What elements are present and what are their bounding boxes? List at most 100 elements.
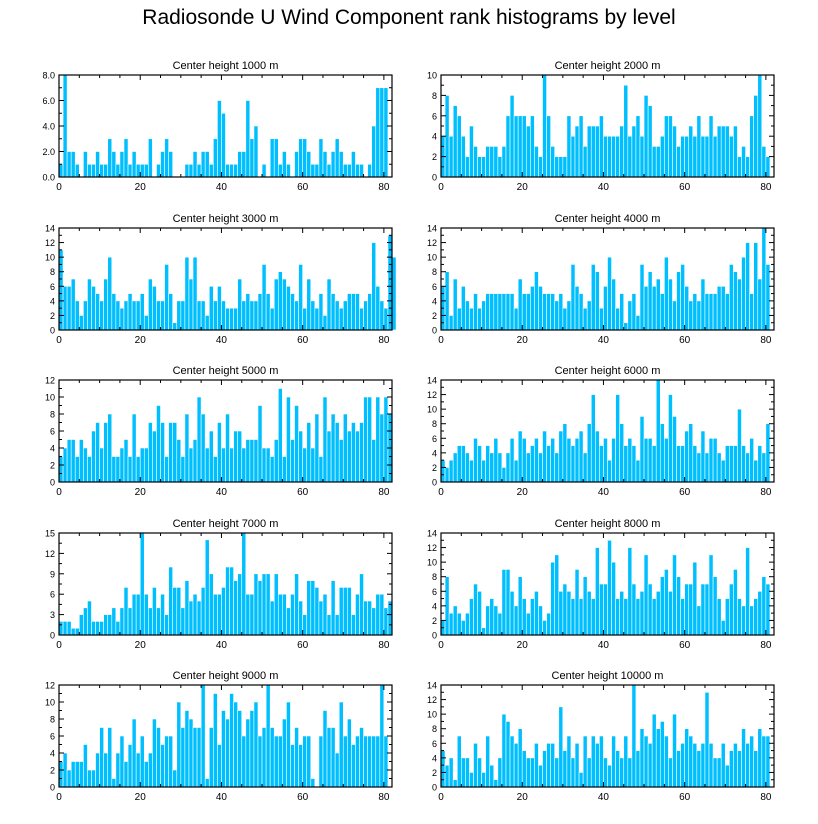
- histogram-bar: [176, 587, 182, 636]
- histogram-bar: [58, 761, 64, 788]
- histogram-bar: [208, 163, 214, 178]
- y-tick-label: 6: [50, 732, 55, 742]
- histogram-bar: [176, 439, 182, 483]
- histogram-bar: [647, 583, 653, 636]
- histogram-bar: [534, 437, 539, 483]
- histogram-bar: [168, 422, 174, 483]
- histogram-bar: [680, 742, 685, 788]
- histogram-bar: [538, 156, 543, 178]
- histogram-bar: [152, 718, 157, 788]
- histogram-bar: [452, 452, 458, 483]
- histogram-bar: [651, 285, 657, 331]
- histogram-bar: [233, 307, 238, 331]
- histogram-bar: [119, 735, 125, 788]
- histogram-bar: [192, 151, 198, 178]
- histogram-bar: [627, 135, 633, 178]
- y-tick-label: 4: [50, 296, 55, 306]
- histogram-bar: [294, 727, 299, 788]
- histogram-bar: [355, 430, 360, 483]
- histogram-bar: [684, 583, 690, 636]
- histogram-bar: [737, 156, 742, 178]
- histogram-bar: [342, 587, 348, 636]
- x-tick-label: 20: [517, 640, 529, 651]
- y-tick-label: 2: [432, 463, 437, 473]
- y-tick-label: 4: [432, 601, 437, 611]
- histogram-bar: [745, 547, 750, 636]
- histogram-bar: [562, 156, 568, 178]
- histogram-bar: [623, 735, 629, 788]
- histogram-bar: [241, 300, 247, 331]
- histogram-bar: [192, 727, 198, 788]
- histogram-bar: [62, 285, 68, 331]
- histogram-bar: [538, 452, 543, 483]
- histogram-bar: [724, 764, 730, 788]
- histogram-bar: [200, 587, 206, 636]
- histogram-bar: [176, 701, 182, 788]
- histogram-bar: [724, 445, 730, 483]
- histogram-bar: [509, 735, 515, 788]
- histogram-bar: [489, 293, 495, 331]
- histogram-bar: [668, 394, 673, 483]
- histogram-bar: [708, 554, 714, 636]
- histogram-bar: [578, 772, 584, 788]
- histogram-bar: [737, 750, 742, 788]
- histogram-bar: [229, 163, 234, 178]
- histogram-bar: [505, 452, 511, 483]
- histogram-bar: [322, 593, 328, 636]
- x-tick-label: 60: [679, 792, 691, 803]
- histogram-bar: [440, 750, 446, 788]
- histogram-bar: [123, 587, 129, 636]
- histogram-bar: [517, 728, 523, 788]
- histogram-bar: [465, 612, 470, 636]
- histogram-bar: [355, 163, 360, 178]
- histogram-bar: [525, 125, 531, 178]
- histogram-bar: [708, 742, 714, 788]
- histogram-bar: [58, 249, 64, 331]
- histogram-bar: [477, 757, 482, 788]
- y-tick-label: 6: [432, 587, 437, 597]
- histogram-bar: [241, 735, 247, 788]
- histogram-bar: [473, 583, 478, 636]
- histogram-bar: [172, 422, 178, 483]
- histogram-bar: [245, 439, 251, 483]
- histogram-bar: [91, 769, 96, 788]
- histogram-bar: [221, 710, 226, 788]
- histogram-bar: [367, 396, 372, 483]
- histogram-bar: [334, 138, 340, 178]
- histogram-bar: [473, 293, 478, 331]
- histogram-bar: [326, 614, 332, 636]
- histogram-bar: [347, 587, 352, 636]
- histogram-bar: [753, 459, 759, 483]
- histogram-bar: [383, 607, 389, 636]
- histogram-bar: [513, 115, 519, 178]
- histogram-bar: [127, 293, 133, 331]
- histogram-bar: [160, 151, 165, 178]
- histogram-bar: [180, 727, 186, 788]
- histogram-bar: [217, 100, 222, 178]
- x-tick-label: 60: [297, 182, 309, 193]
- histogram-bar: [119, 447, 125, 483]
- histogram-bar: [651, 713, 657, 788]
- histogram-bar: [225, 163, 230, 178]
- x-tick-label: 40: [216, 182, 228, 193]
- histogram-bar: [119, 307, 125, 331]
- histogram-bar: [460, 285, 466, 331]
- histogram-bar: [282, 151, 287, 178]
- histogram-bar: [196, 727, 202, 788]
- histogram-bar: [477, 307, 482, 331]
- histogram-bar: [684, 135, 690, 178]
- histogram-bar: [473, 146, 478, 178]
- histogram-bar: [338, 587, 344, 636]
- histogram-bar: [229, 693, 234, 788]
- histogram-bar: [70, 439, 76, 483]
- histogram-bar: [318, 600, 324, 636]
- histogram-bar: [595, 125, 600, 178]
- histogram-bar: [741, 445, 746, 483]
- histogram-bar: [659, 576, 665, 636]
- x-tick-label: 40: [216, 792, 228, 803]
- histogram-bar: [217, 285, 222, 331]
- y-tick-label: 0: [50, 631, 55, 641]
- histogram-bar: [615, 750, 620, 788]
- histogram-bar: [696, 300, 702, 331]
- histogram-bar: [371, 439, 377, 483]
